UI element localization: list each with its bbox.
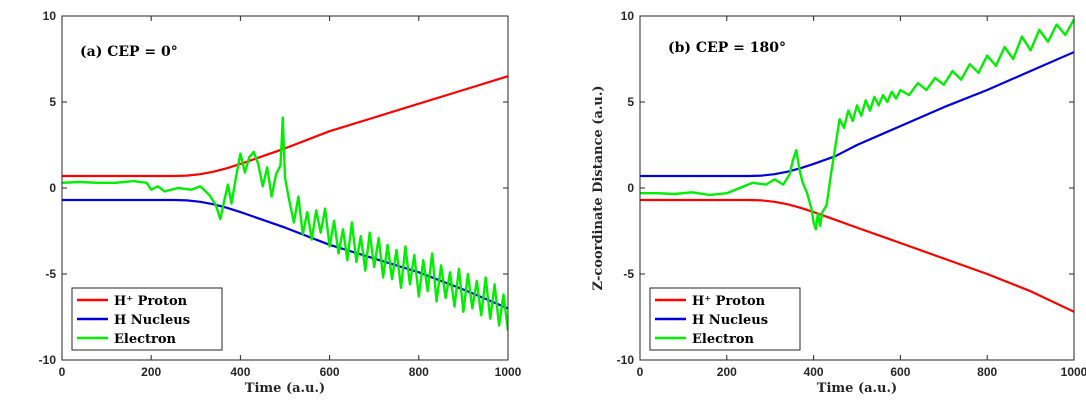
y-tick-label: 10	[621, 9, 635, 23]
y-tick-label: -10	[39, 353, 57, 367]
legend: H⁺ Proton H Nucleus Electron	[649, 287, 801, 351]
x-tick-label: 1000	[1061, 365, 1086, 379]
series-line-0	[62, 75, 508, 178]
legend: H⁺ Proton H Nucleus Electron	[71, 287, 223, 351]
x-tick-label: 200	[717, 365, 737, 379]
y-tick-label: 5	[627, 95, 634, 109]
y-tick-label: -5	[623, 267, 634, 281]
y-tick-label: 0	[627, 181, 634, 195]
legend-entry-2: Electron	[692, 332, 755, 347]
x-tick-label: 400	[804, 365, 824, 379]
y-tick-label: -5	[45, 267, 56, 281]
chart-panel-0: 0 200 400 600 800 1000 -10 -5 0 5 10 Time (a.u.) (a)…	[39, 9, 522, 396]
panel-annotation: (b) CEP = 180°	[668, 40, 786, 56]
x-tick-label: 400	[230, 365, 250, 379]
series-line-0	[640, 198, 1074, 313]
legend-entry-1: H Nucleus	[692, 313, 768, 328]
x-axis-label: Time (a.u.)	[245, 381, 325, 396]
series-line-2	[640, 18, 1074, 231]
chart-panel-1: 0 200 400 600 800 1000 -10 -5 0 5 10 Time (a.u.) Z-c…	[591, 9, 1086, 396]
panel-annotation: (a) CEP = 0°	[80, 44, 178, 60]
y-axis-label: Z-coordinate Distance (a.u.)	[591, 85, 606, 290]
legend-entry-1: H Nucleus	[114, 313, 190, 328]
x-tick-label: 600	[320, 365, 340, 379]
x-axis-label: Time (a.u.)	[817, 381, 897, 396]
x-tick-label: 600	[890, 365, 910, 379]
y-tick-label: 10	[43, 9, 57, 23]
series-line-1	[640, 51, 1074, 178]
x-tick-label: 0	[59, 365, 66, 379]
y-tick-label: 5	[49, 95, 56, 109]
x-tick-label: 800	[977, 365, 997, 379]
x-tick-label: 0	[637, 365, 644, 379]
y-tick-label: -10	[617, 353, 635, 367]
x-tick-label: 800	[409, 365, 429, 379]
x-tick-label: 1000	[495, 365, 522, 379]
y-tick-label: 0	[49, 181, 56, 195]
legend-entry-0: H⁺ Proton	[692, 294, 766, 309]
legend-entry-0: H⁺ Proton	[114, 294, 188, 309]
series-line-2	[62, 116, 508, 331]
x-tick-label: 200	[141, 365, 161, 379]
legend-entry-2: Electron	[114, 332, 177, 347]
